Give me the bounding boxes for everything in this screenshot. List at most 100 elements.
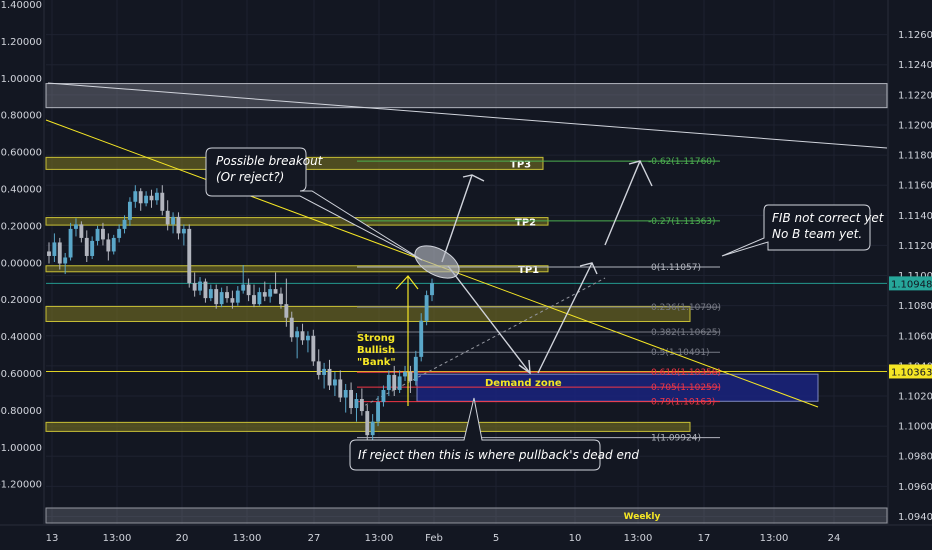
candle-body[interactable] bbox=[284, 304, 289, 318]
candle-body[interactable] bbox=[354, 399, 359, 409]
candle-body[interactable] bbox=[381, 389, 386, 403]
candles bbox=[47, 185, 434, 442]
breakout-ellipse[interactable] bbox=[410, 239, 465, 284]
candle-body[interactable] bbox=[311, 335, 316, 362]
candle-body[interactable] bbox=[279, 293, 283, 305]
candle-body[interactable] bbox=[214, 289, 219, 305]
candle-body[interactable] bbox=[338, 379, 343, 398]
candle-body[interactable] bbox=[413, 356, 418, 381]
arrow-to-demand[interactable] bbox=[447, 265, 531, 374]
candle-body[interactable] bbox=[63, 257, 68, 264]
candle-body[interactable] bbox=[219, 292, 224, 305]
zone-box[interactable] bbox=[45, 305, 691, 322]
arrow-to-tp3-head bbox=[462, 174, 485, 182]
candle-body[interactable] bbox=[160, 192, 165, 211]
candle-body[interactable] bbox=[316, 361, 321, 375]
candle-body[interactable] bbox=[262, 292, 267, 297]
fib-note-callout[interactable]: FIB not correct yet No B team yet. bbox=[721, 204, 885, 257]
candle-body[interactable] bbox=[52, 242, 57, 256]
reject-callout[interactable]: If reject then this is where pullback's … bbox=[349, 397, 639, 471]
left-axis-tick: -0.20000 bbox=[0, 295, 42, 306]
candle-body[interactable] bbox=[300, 331, 305, 341]
candle-body[interactable] bbox=[419, 320, 424, 357]
candle-body[interactable] bbox=[349, 389, 354, 409]
candle-body[interactable] bbox=[133, 191, 138, 202]
candle-body[interactable] bbox=[47, 251, 51, 256]
candle-body[interactable] bbox=[257, 292, 262, 305]
zone-box[interactable] bbox=[45, 265, 549, 273]
candle-body[interactable] bbox=[408, 371, 413, 381]
left-axis-tick: -0.40000 bbox=[0, 332, 42, 343]
candle-body[interactable] bbox=[305, 335, 310, 341]
candle-body[interactable] bbox=[376, 402, 380, 422]
right-axis-tick: 1.10200 bbox=[898, 392, 932, 403]
candle-body[interactable] bbox=[322, 368, 327, 375]
candle-body[interactable] bbox=[68, 228, 73, 258]
candle-body[interactable] bbox=[359, 399, 364, 412]
candle-body[interactable] bbox=[198, 281, 202, 291]
candle-body[interactable] bbox=[235, 290, 240, 303]
candle-body[interactable] bbox=[386, 374, 391, 390]
candle-body[interactable] bbox=[171, 216, 176, 225]
candle-body[interactable] bbox=[111, 237, 116, 252]
right-axis-tick: 1.12600 bbox=[898, 30, 932, 41]
candle-body[interactable] bbox=[208, 289, 213, 299]
candle-body[interactable] bbox=[295, 331, 300, 338]
candle-body[interactable] bbox=[424, 295, 429, 321]
candle-body[interactable] bbox=[84, 237, 89, 256]
candle-body[interactable] bbox=[144, 195, 149, 204]
candle-body[interactable] bbox=[101, 228, 105, 240]
candle-body[interactable] bbox=[165, 210, 170, 225]
arrow-to-tp3[interactable] bbox=[441, 174, 473, 263]
candle-body[interactable] bbox=[95, 228, 100, 241]
candle-body[interactable] bbox=[268, 289, 273, 297]
fib-label: 0.79(1.10163) bbox=[651, 398, 715, 408]
candle-body[interactable] bbox=[365, 411, 370, 436]
candle-body[interactable] bbox=[149, 195, 154, 201]
left-axis-tick: -1.20000 bbox=[0, 480, 42, 491]
candle-body[interactable] bbox=[403, 371, 407, 377]
candle-body[interactable] bbox=[225, 292, 229, 299]
zone-box[interactable] bbox=[45, 83, 888, 109]
candle-body[interactable] bbox=[203, 281, 208, 299]
candle-body[interactable] bbox=[392, 374, 397, 390]
candle-body[interactable] bbox=[332, 379, 337, 386]
candle-body[interactable] bbox=[122, 219, 127, 229]
candle-body[interactable] bbox=[187, 228, 192, 284]
candle-body[interactable] bbox=[106, 239, 111, 252]
candle-body[interactable] bbox=[397, 376, 402, 390]
x-axis-tick: Feb bbox=[425, 533, 443, 544]
breakout-callout[interactable]: Possible breakout (Or reject?) bbox=[205, 147, 423, 261]
candle-body[interactable] bbox=[57, 242, 62, 264]
arrow-from-demand[interactable] bbox=[537, 262, 593, 374]
candle-body[interactable] bbox=[90, 240, 95, 256]
demand-zone-box[interactable] bbox=[416, 373, 819, 402]
candle-body[interactable] bbox=[241, 284, 246, 291]
rising-dashed-line[interactable] bbox=[359, 277, 606, 409]
candle-body[interactable] bbox=[343, 389, 348, 398]
candle-body[interactable] bbox=[430, 283, 434, 296]
arrow-high-target[interactable] bbox=[604, 160, 641, 246]
candle-body[interactable] bbox=[181, 228, 186, 234]
candle-body[interactable] bbox=[273, 289, 278, 294]
x-axis-tick: 13:00 bbox=[233, 533, 262, 544]
fib-label: 0(1.11057) bbox=[651, 263, 701, 273]
candle-body[interactable] bbox=[192, 283, 197, 291]
candle-body[interactable] bbox=[74, 224, 78, 229]
candle-body[interactable] bbox=[246, 284, 251, 296]
candle-body[interactable] bbox=[230, 298, 235, 303]
candle-body[interactable] bbox=[176, 216, 181, 234]
candle-body[interactable] bbox=[154, 192, 159, 201]
candle-body[interactable] bbox=[327, 368, 332, 386]
candle-body[interactable] bbox=[138, 191, 143, 204]
fib-label: 0.382(1.10625) bbox=[651, 328, 721, 338]
candle-body[interactable] bbox=[117, 228, 122, 238]
candle-body[interactable] bbox=[127, 201, 132, 220]
candle-body[interactable] bbox=[370, 421, 375, 436]
candle-body[interactable] bbox=[79, 224, 84, 238]
x-axis-tick: 13:00 bbox=[103, 533, 132, 544]
long-trend-line[interactable] bbox=[47, 82, 888, 149]
candle-body[interactable] bbox=[289, 317, 294, 338]
candle-body[interactable] bbox=[252, 295, 256, 305]
